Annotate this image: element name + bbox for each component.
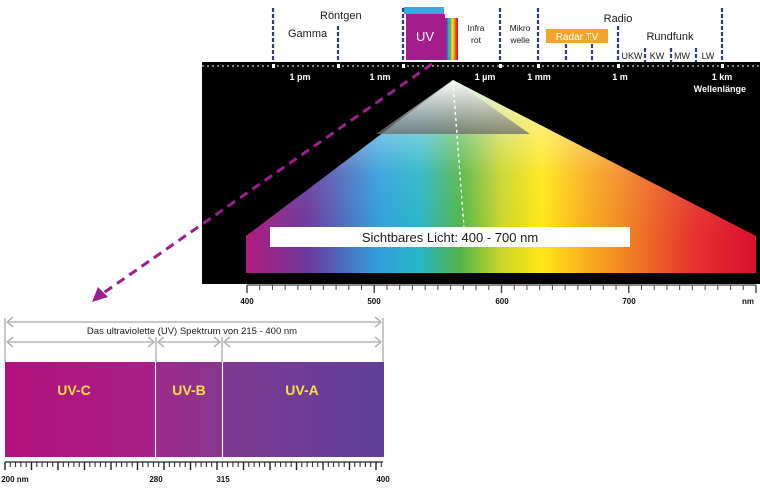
wavelength-axis-label: Wellenlänge <box>694 84 746 94</box>
wavelength-tick-1um: 1 µm <box>475 72 496 82</box>
uv-detail: Das ultraviolette (UV) Spektrum von 215 … <box>1 316 390 484</box>
wavelength-tick-1nm: 1 nm <box>369 72 390 82</box>
visible-band-stripe <box>445 18 458 60</box>
uv-b-segment <box>156 362 222 457</box>
band-label-welle: welle <box>509 35 530 45</box>
uv-spectrum-title: Das ultraviolette (UV) Spektrum von 215 … <box>87 326 297 337</box>
band-label-rundfunk: Rundfunk <box>646 31 694 43</box>
uv-band-box <box>406 14 445 60</box>
uv-a-label: UV-A <box>285 382 318 398</box>
band-label-ukw: UKW <box>622 51 644 61</box>
band-boundary-markers <box>271 8 724 62</box>
wavelength-tick-1m: 1 m <box>612 72 628 82</box>
uv-c-segment <box>5 362 155 457</box>
uv-band-top-strip <box>404 7 444 14</box>
band-label-radar-tv: Radar TV <box>556 32 599 43</box>
band-label-rot: rot <box>471 35 482 45</box>
zoom-arrow <box>92 62 433 302</box>
visible-tick-600: 600 <box>495 297 509 306</box>
band-label-lw: LW <box>702 51 715 61</box>
band-label-infra: Infra <box>467 23 484 33</box>
uv-a-segment <box>223 362 384 457</box>
band-label-uv: UV <box>416 29 434 44</box>
uv-b-label: UV-B <box>172 382 205 398</box>
radar-tv-box <box>546 29 608 43</box>
uv-tick-280: 280 <box>149 475 163 484</box>
band-label-radio: Radio <box>604 13 633 25</box>
wavelength-tick-1pm: 1 pm <box>289 72 310 82</box>
wavelength-tick-1mm: 1 mm <box>527 72 551 82</box>
visible-light-fan <box>246 80 756 236</box>
wavelength-scale: 1 pm 1 nm 1 µm 1 mm 1 m 1 km Wellenlänge <box>202 64 760 94</box>
visible-tick-500: 500 <box>367 297 381 306</box>
visible-ruler <box>246 284 757 293</box>
uv-tick-400: 400 <box>376 475 390 484</box>
visible-light-banner-text: Sichtbares Licht: 400 - 700 nm <box>362 230 538 245</box>
band-label-mw: MW <box>674 51 690 61</box>
band-label-mikro: Mikro <box>510 23 531 33</box>
uv-ruler <box>4 461 383 470</box>
visible-tick-400: 400 <box>240 297 254 306</box>
band-label-roentgen: Röntgen <box>320 10 362 22</box>
band-label-kw: KW <box>650 51 665 61</box>
uv-c-label: UV-C <box>57 382 90 398</box>
visible-tick-unit: nm <box>742 297 754 306</box>
wavelength-tick-1km: 1 km <box>712 72 733 82</box>
uv-tick-200: 200 nm <box>1 475 29 484</box>
uv-tick-315: 315 <box>216 475 230 484</box>
band-labels: Gamma Röntgen UV Infra rot Mikro welle R… <box>288 7 715 61</box>
visible-light-banner <box>270 227 630 247</box>
band-label-gamma: Gamma <box>288 28 328 40</box>
visible-tick-700: 700 <box>622 297 636 306</box>
